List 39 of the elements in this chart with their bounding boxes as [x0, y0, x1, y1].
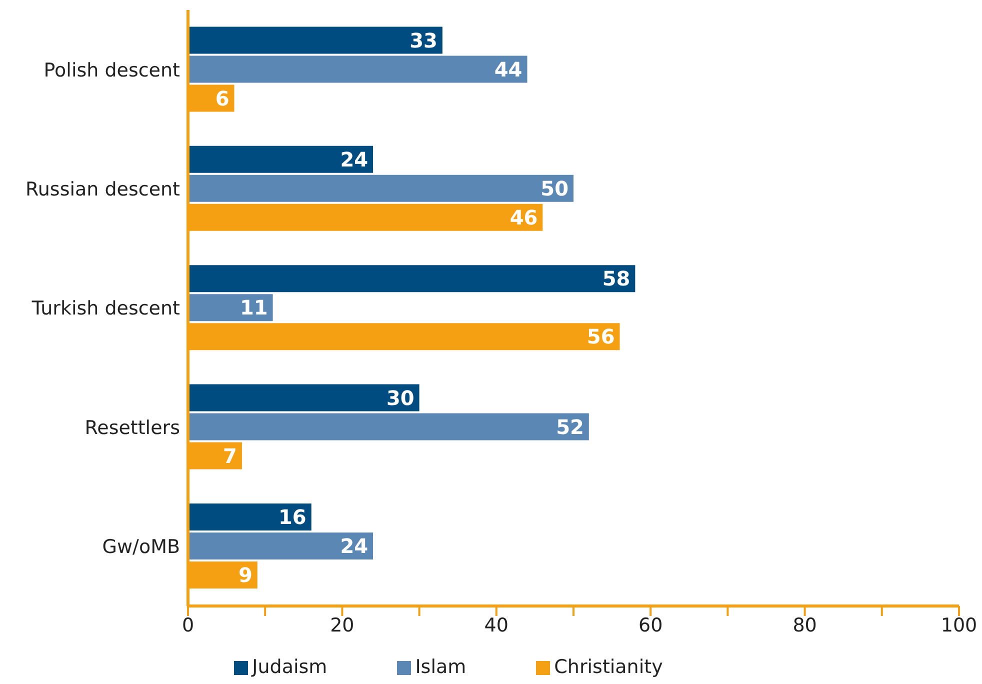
- data-label: 7: [223, 444, 237, 468]
- bar: [188, 532, 374, 560]
- data-label: 11: [240, 296, 268, 320]
- x-tick-label: 20: [330, 614, 354, 636]
- x-tick-label: 40: [484, 614, 508, 636]
- legend-label: Judaism: [252, 656, 328, 678]
- x-tick-label: 0: [182, 614, 194, 636]
- x-tick-label: 80: [792, 614, 817, 636]
- data-label: 24: [340, 534, 368, 558]
- data-label: 30: [386, 386, 414, 410]
- data-label: 6: [215, 86, 230, 110]
- bar: [188, 174, 574, 202]
- data-label: 56: [586, 324, 615, 349]
- bar: [188, 413, 589, 440]
- data-label: 24: [340, 147, 368, 172]
- data-label: 44: [494, 57, 522, 82]
- bar: [188, 384, 420, 412]
- data-label: 9: [238, 563, 252, 588]
- data-label: 46: [510, 205, 538, 230]
- y-tick-label: Turkish descent: [30, 298, 180, 320]
- y-tick-label: Russian descent: [26, 178, 180, 201]
- data-label: 16: [278, 505, 306, 530]
- bar: [188, 265, 636, 292]
- x-tick-label: 60: [638, 614, 663, 636]
- data-label: 50: [540, 176, 568, 200]
- bar: [188, 26, 442, 54]
- legend-label: Islam: [415, 656, 466, 678]
- bar: [188, 146, 374, 173]
- data-label: 52: [556, 414, 584, 439]
- bar: [188, 294, 273, 322]
- y-tick-label: Polish descent: [44, 59, 180, 82]
- legend-label: Christianity: [554, 656, 663, 678]
- y-tick-label: Gw/oMB: [102, 536, 180, 558]
- x-tick-label: 100: [940, 614, 978, 636]
- data-label: 58: [602, 266, 630, 291]
- bar: [188, 56, 528, 83]
- bar: [188, 503, 312, 530]
- y-tick-label: Resettlers: [84, 416, 180, 439]
- data-label: 33: [410, 28, 438, 52]
